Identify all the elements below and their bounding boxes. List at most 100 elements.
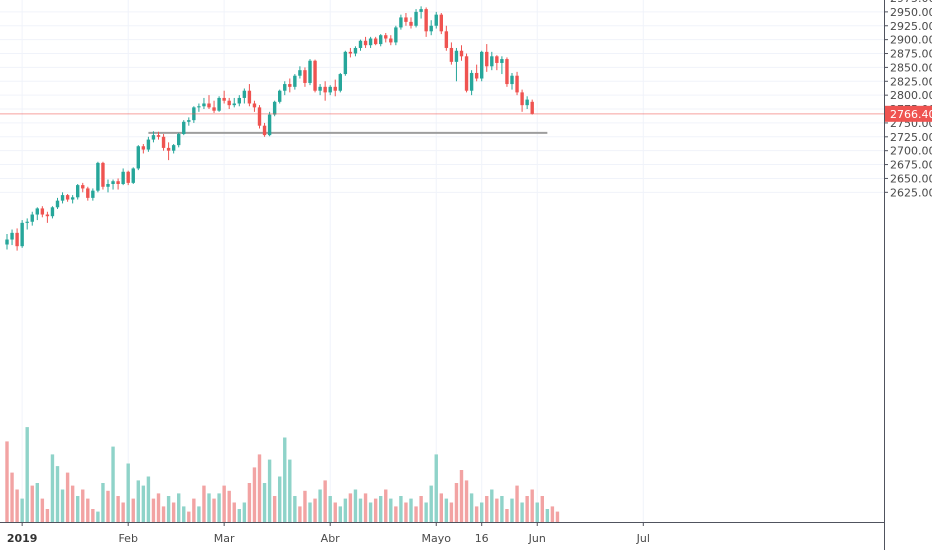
volume-bar: [116, 496, 120, 522]
volume-bar: [389, 498, 393, 522]
candle-body: [510, 75, 514, 85]
candle: [141, 144, 146, 154]
volume-bar: [111, 446, 115, 522]
candle-body: [86, 188, 90, 198]
volume-bar: [480, 502, 484, 522]
volume-bar: [40, 498, 45, 522]
volume-bar: [288, 459, 292, 522]
candle-body: [65, 195, 70, 200]
candle: [495, 55, 499, 71]
volume-bar: [247, 483, 252, 522]
volume-bar: [227, 490, 231, 522]
candle-body: [525, 99, 529, 106]
candle: [30, 211, 34, 226]
volume-bar: [30, 485, 34, 522]
volume-bar: [348, 493, 353, 522]
candle-body: [197, 106, 201, 108]
candle-body: [187, 120, 191, 122]
candle: [20, 220, 24, 248]
candle-body: [161, 136, 166, 148]
volume-bar: [429, 485, 433, 522]
volume-bar: [121, 502, 125, 522]
candle: [409, 17, 413, 29]
candle: [293, 74, 297, 90]
volume-bar: [141, 485, 146, 522]
candle: [121, 168, 125, 186]
candle: [81, 182, 85, 193]
candle: [177, 132, 181, 148]
volume-bar: [207, 493, 211, 522]
candle: [419, 6, 423, 19]
y-tick-label: 2800.00: [890, 89, 932, 102]
candle: [91, 188, 95, 201]
candle: [232, 97, 236, 108]
volume-bar: [187, 511, 191, 522]
candle-body: [363, 40, 368, 46]
candle-body: [146, 139, 151, 150]
candle: [161, 134, 166, 151]
candle: [318, 84, 322, 96]
candle: [328, 85, 332, 96]
candle: [449, 42, 454, 65]
volume-bar: [136, 480, 140, 522]
candle-body: [262, 125, 267, 136]
candle: [469, 70, 474, 96]
candle: [136, 145, 140, 171]
candle: [25, 218, 29, 230]
candle: [207, 95, 211, 110]
candle: [50, 206, 55, 219]
candle: [333, 79, 337, 97]
candle: [399, 14, 403, 30]
volume-bar: [20, 498, 24, 522]
x-tick-label: Jun: [528, 532, 546, 545]
candle-body: [469, 72, 474, 91]
candle-body: [434, 14, 438, 26]
volume-bar: [419, 496, 423, 522]
candle: [363, 36, 368, 48]
candle: [459, 45, 464, 61]
candle-body: [348, 51, 353, 54]
volume-bar: [505, 509, 509, 522]
y-tick-label: 2850.00: [890, 61, 932, 74]
candle: [146, 136, 151, 152]
volume-bar: [373, 498, 378, 522]
candle: [439, 12, 443, 35]
volume-bar: [399, 496, 403, 522]
volume-bar: [242, 502, 247, 522]
candle: [35, 207, 39, 221]
candle: [313, 59, 317, 93]
candle-body: [151, 135, 156, 140]
x-tick-label: Jul: [636, 532, 650, 545]
volume-bar: [358, 498, 363, 522]
volume-bar: [96, 511, 100, 522]
volume-bar: [379, 496, 383, 522]
candle-body: [439, 14, 443, 32]
volume-bar: [76, 496, 80, 522]
volume-bar: [81, 489, 85, 522]
candle: [515, 71, 519, 96]
candle: [288, 78, 292, 93]
candle: [5, 233, 9, 250]
volume-bar: [126, 463, 130, 522]
candle-body: [121, 171, 125, 184]
candle-body: [288, 84, 292, 87]
candle: [373, 36, 378, 46]
volume-bar: [333, 502, 337, 522]
candle: [379, 34, 383, 47]
volume-bar: [166, 496, 171, 522]
x-axis-ticks: 2019 Feb Mar Abr Mayo 16 Jun Jul: [7, 522, 650, 545]
y-tick-label: 2675.00: [890, 159, 932, 172]
volume-bar: [469, 493, 474, 522]
volume-bar: [283, 437, 287, 522]
candle: [414, 9, 418, 28]
candle: [257, 105, 262, 129]
candle-body: [222, 97, 226, 101]
candle-body: [76, 185, 80, 198]
volume-bar: [106, 490, 110, 522]
candle: [156, 131, 161, 140]
candle-body: [45, 214, 50, 217]
volume-bar: [409, 498, 413, 522]
candle-body: [267, 114, 272, 136]
candle-body: [495, 56, 499, 63]
y-tick-label: 2950.00: [890, 6, 932, 19]
